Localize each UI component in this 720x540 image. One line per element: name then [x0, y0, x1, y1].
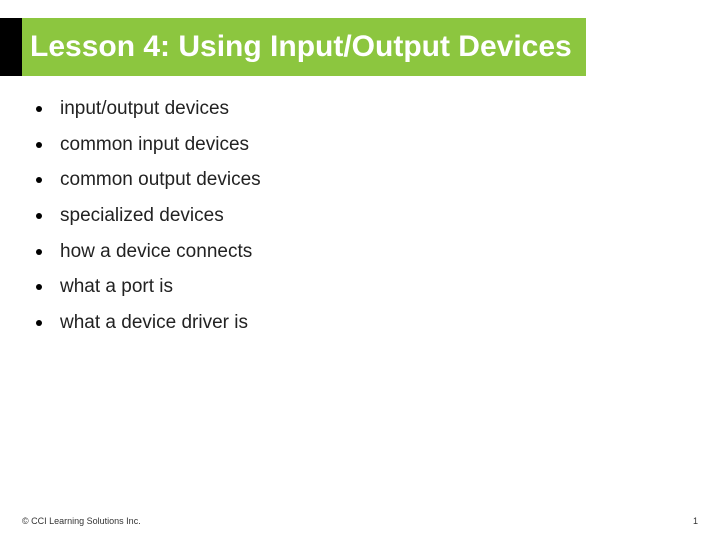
bullet-icon: [36, 284, 42, 290]
bullet-text: how a device connects: [60, 239, 252, 265]
slide-title: Lesson 4: Using Input/Output Devices: [30, 30, 572, 64]
list-item: common output devices: [36, 167, 684, 193]
title-black-block: [0, 18, 22, 76]
bullet-text: specialized devices: [60, 203, 224, 229]
footer: © CCI Learning Solutions Inc. 1: [22, 516, 698, 526]
slide: Lesson 4: Using Input/Output Devices inp…: [0, 0, 720, 540]
bullet-icon: [36, 249, 42, 255]
title-bar: Lesson 4: Using Input/Output Devices: [0, 18, 586, 76]
bullet-icon: [36, 106, 42, 112]
bullet-icon: [36, 177, 42, 183]
bullet-text: common input devices: [60, 132, 249, 158]
bullet-text: input/output devices: [60, 96, 229, 122]
bullet-icon: [36, 142, 42, 148]
list-item: what a port is: [36, 274, 684, 300]
bullet-icon: [36, 213, 42, 219]
bullet-text: common output devices: [60, 167, 261, 193]
bullet-text: what a port is: [60, 274, 173, 300]
bullet-icon: [36, 320, 42, 326]
list-item: common input devices: [36, 132, 684, 158]
copyright-text: © CCI Learning Solutions Inc.: [22, 516, 141, 526]
bullet-list: input/output devices common input device…: [36, 96, 684, 345]
list-item: specialized devices: [36, 203, 684, 229]
list-item: input/output devices: [36, 96, 684, 122]
page-number: 1: [693, 516, 698, 526]
list-item: what a device driver is: [36, 310, 684, 336]
list-item: how a device connects: [36, 239, 684, 265]
bullet-text: what a device driver is: [60, 310, 248, 336]
title-green-block: Lesson 4: Using Input/Output Devices: [22, 18, 586, 76]
